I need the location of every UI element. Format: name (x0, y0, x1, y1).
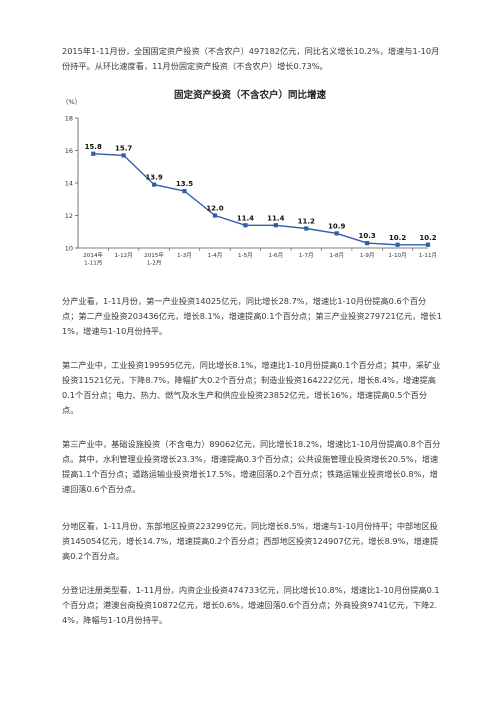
data-label: 10.2 (419, 234, 436, 242)
data-point (91, 151, 96, 156)
data-labels: 15.8 15.7 13.9 13.5 12.0 11.4 11.4 11.2 10.9 10.3… (85, 143, 436, 242)
data-label: 15.7 (115, 144, 132, 152)
data-point (395, 242, 400, 247)
data-point (121, 153, 126, 158)
data-label: 10.3 (358, 232, 375, 240)
y-axis: 10 12 14 16 18 (65, 115, 79, 253)
data-label: 15.8 (85, 143, 102, 151)
data-label: 12.0 (206, 205, 223, 213)
data-point (304, 226, 309, 231)
data-label: 10.9 (328, 222, 345, 230)
x-tick-label: 1-7月 (299, 252, 314, 259)
data-point (243, 223, 248, 228)
data-label: 11.2 (298, 218, 315, 226)
x-tick-label: 1-11月 (419, 252, 436, 259)
y-tick-label: 12 (65, 212, 73, 220)
data-point (425, 242, 431, 247)
data-point (365, 241, 370, 246)
y-tick-label: 14 (65, 180, 73, 188)
y-axis-label: （%） (62, 98, 81, 106)
data-label: 10.2 (389, 234, 406, 242)
x-tick-label: 1-10月 (388, 252, 406, 259)
series-line (93, 153, 428, 246)
x-tick-label: 1-8月 (329, 252, 344, 259)
y-tick-label: 10 (65, 245, 73, 253)
data-point (212, 213, 218, 218)
data-label: 13.9 (145, 174, 162, 182)
x-tick-label: 2014年 (83, 251, 103, 259)
data-label: 13.5 (176, 180, 193, 188)
y-tick-label: 18 (65, 115, 73, 123)
data-point (182, 189, 187, 194)
series-growth (91, 151, 431, 247)
data-point (334, 231, 339, 236)
paragraph-summary: 2015年1-11月份，全国固定资产投资（不含农户）497182亿元，同比名义增… (62, 46, 440, 71)
x-tick-label: 1-5月 (238, 252, 253, 259)
x-tick-label: 1-11月 (84, 260, 102, 267)
x-tick-label: 1-4月 (208, 252, 223, 259)
paragraph-by-region: 分地区看，1-11月份，东部地区投资223299亿元，同比增长8.5%，增速与1… (62, 521, 439, 561)
paragraph-secondary-industry: 第二产业中，工业投资199595亿元，同比增长8.1%，增速比1-10月份提高0… (62, 360, 441, 415)
data-point (151, 182, 157, 187)
data-point (273, 223, 278, 228)
x-tick-label: 1-9月 (360, 252, 375, 259)
y-tick-label: 16 (65, 147, 73, 155)
data-label: 11.4 (267, 214, 284, 222)
x-tick-label: 1-2月 (147, 260, 162, 267)
data-label: 11.4 (237, 214, 254, 222)
chart-title: 固定资产投资（不含农户）同比增速 (174, 89, 327, 101)
x-tick-label: 2015年 (144, 251, 164, 259)
x-tick-label: 1-12月 (115, 252, 133, 259)
paragraph-by-registration: 分登记注册类型看，1-11月份，内资企业投资474733亿元，同比增长10.8%… (62, 585, 440, 625)
paragraph-tertiary-industry: 第三产业中，基础设施投资（不含电力）89062亿元，同比增长18.2%，增速比1… (62, 439, 441, 494)
x-tick-label: 1-3月 (177, 252, 192, 259)
paragraph-by-industry: 分产业看，1-11月份，第一产业投资14025亿元，同比增长28.7%，增速比1… (62, 296, 442, 336)
x-tick-label: 1-6月 (268, 252, 283, 259)
